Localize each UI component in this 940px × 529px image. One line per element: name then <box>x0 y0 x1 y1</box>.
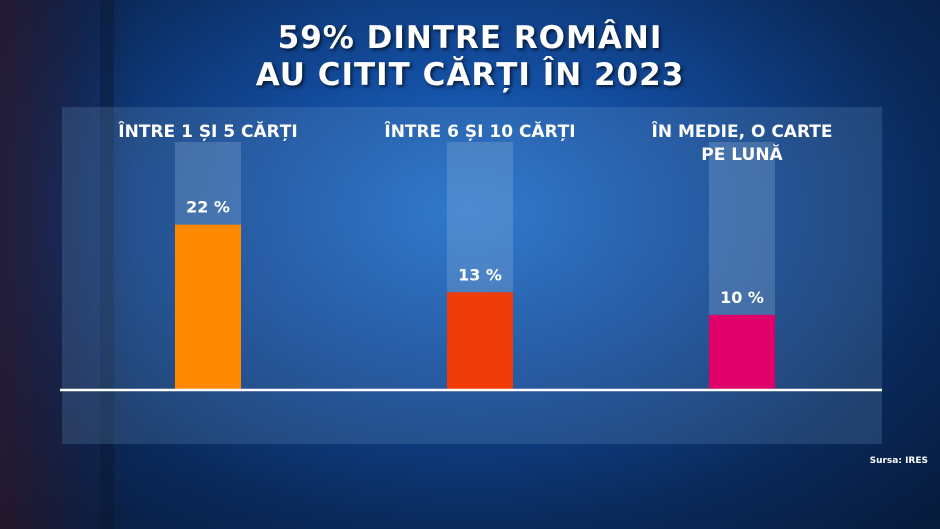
value-label-3: 10 % <box>720 288 764 307</box>
title-line-1: 59% DINTRE ROMÂNI <box>277 20 663 56</box>
bar-1 <box>175 224 241 390</box>
bar-2 <box>447 292 513 390</box>
category-label-1: ÎNTRE 1 ȘI 5 CĂRȚI <box>118 120 297 142</box>
value-label-2: 13 % <box>458 265 502 284</box>
chart-title: 59% DINTRE ROMÂNI AU CITIT CĂRȚI ÎN 2023 <box>0 20 940 94</box>
title-line-2: AU CITIT CĂRȚI ÎN 2023 <box>255 57 685 93</box>
value-label-1: 22 % <box>186 198 230 217</box>
background-seats <box>0 0 140 529</box>
category-label-3-line-1: ÎN MEDIE, O CARTE <box>652 120 833 142</box>
category-label-3-line-2: PE LUNĂ <box>701 143 783 165</box>
source-note: Sursa: IRES <box>869 456 928 466</box>
category-label-2: ÎNTRE 6 ȘI 10 CĂRȚI <box>384 120 575 142</box>
bar-3 <box>709 314 775 390</box>
background-pillar <box>100 0 114 529</box>
